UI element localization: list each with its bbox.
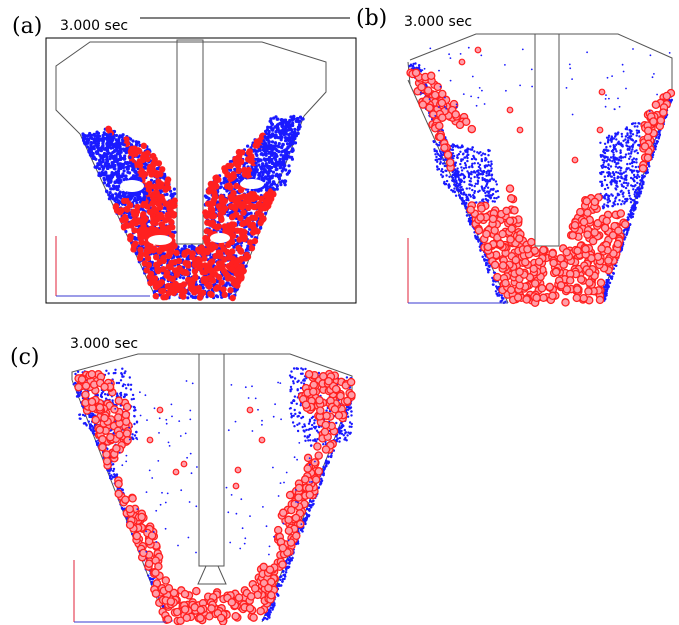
panel-a-time: 3.000 sec <box>60 18 129 34</box>
panel-c-particles <box>72 367 356 625</box>
panel-b-label: (b) <box>356 6 388 31</box>
panel-c-label: (c) <box>10 345 40 370</box>
panel-b-axes <box>407 238 508 304</box>
panel-b-particles <box>406 46 676 308</box>
panel-a-hopper <box>55 39 327 299</box>
panel-c-hopper <box>71 353 353 623</box>
panel-b-hopper <box>407 33 673 304</box>
panel-a-label: (a) <box>12 14 43 39</box>
panel-a-particles <box>81 114 305 302</box>
panel-c-axes <box>73 560 166 623</box>
panel-a-axes <box>55 236 150 297</box>
panel-b-time: 3.000 sec <box>404 14 473 30</box>
panel-c-time: 3.000 sec <box>70 336 139 352</box>
panel-a-frame <box>45 17 357 304</box>
